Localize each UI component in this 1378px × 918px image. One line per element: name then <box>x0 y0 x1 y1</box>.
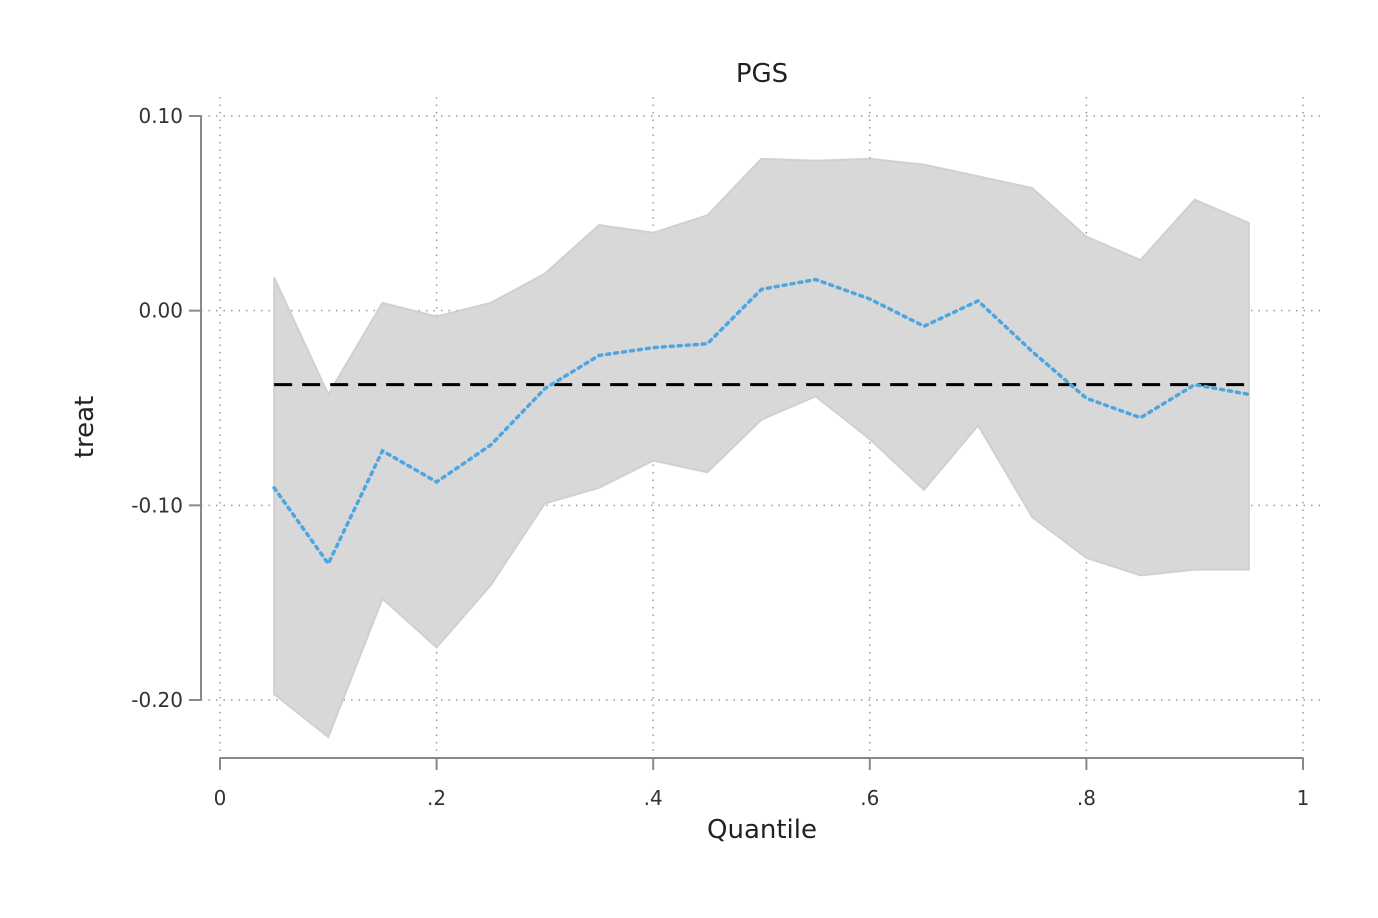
x-tick-label: .4 <box>644 786 663 810</box>
x-tick-label: .8 <box>1077 786 1096 810</box>
x-axis-title: Quantile <box>707 815 817 845</box>
y-tick-label: 0.00 <box>138 299 183 323</box>
x-tick-label: 1 <box>1297 786 1310 810</box>
y-tick-label: -0.10 <box>131 493 183 517</box>
x-tick-label: .6 <box>860 786 879 810</box>
x-tick-label: .2 <box>427 786 446 810</box>
y-axis-title: treat <box>70 396 100 458</box>
x-tick-label: 0 <box>214 786 227 810</box>
confidence-interval-band <box>273 157 1250 739</box>
chart-title: PGS <box>736 59 788 89</box>
y-tick-label: 0.10 <box>138 104 183 128</box>
axes: 0.10 0.00 -0.10 -0.20 0 .2 .4 .6 .8 1 <box>131 104 1309 810</box>
estimate-line <box>272 277 1251 568</box>
y-tick-label: -0.20 <box>131 688 183 712</box>
